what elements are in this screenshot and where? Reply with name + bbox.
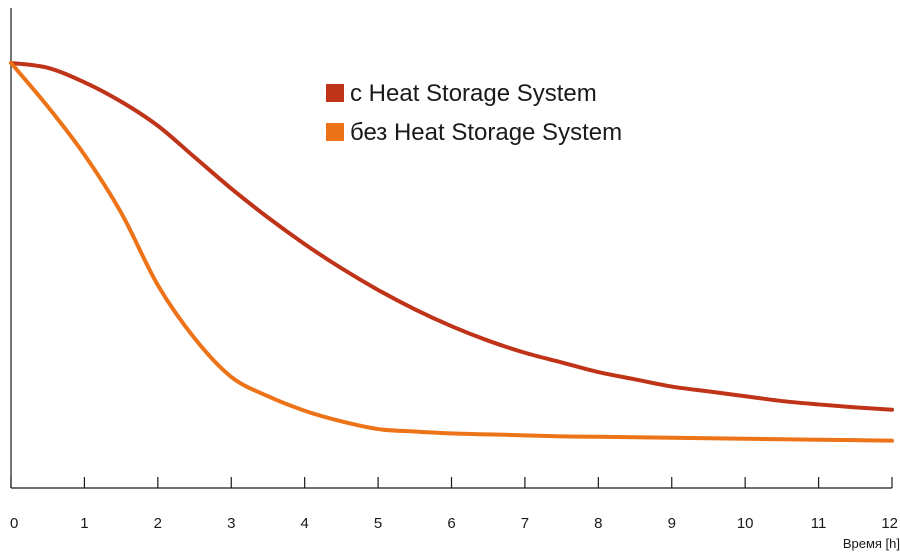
legend-label: без Heat Storage System — [350, 119, 622, 146]
x-tick-label: 2 — [154, 515, 162, 532]
x-tick-label: 7 — [521, 515, 529, 532]
legend-swatch — [326, 123, 344, 141]
series-line-with-heat-storage — [9, 60, 894, 412]
legend: с Heat Storage System без Heat Storage Sy… — [326, 80, 622, 146]
legend-label: с Heat Storage System — [350, 80, 597, 107]
x-tick-label: 8 — [594, 515, 602, 532]
series-lines — [9, 60, 894, 443]
x-axis-title: Время [h] — [843, 536, 900, 551]
x-tick-label: 6 — [447, 515, 455, 532]
legend-swatch — [326, 84, 344, 102]
x-tick-label: 12 — [881, 515, 898, 532]
series-line-without-heat-storage — [9, 60, 894, 443]
legend-item-without-heat-storage: без Heat Storage System — [326, 119, 622, 146]
legend-item-with-heat-storage: с Heat Storage System — [326, 80, 597, 107]
x-tick-label: 4 — [300, 515, 308, 532]
x-axis-ticks: 0 1 2 3 4 5 6 7 8 9 10 11 12 — [10, 477, 898, 532]
x-tick-label: 3 — [227, 515, 235, 532]
x-tick-label: 5 — [374, 515, 382, 532]
x-tick-label: 10 — [737, 515, 754, 532]
x-tick-label: 1 — [80, 515, 88, 532]
x-tick-label: 11 — [811, 515, 827, 532]
x-tick-label: 9 — [668, 515, 676, 532]
x-tick-label: 0 — [10, 515, 18, 532]
